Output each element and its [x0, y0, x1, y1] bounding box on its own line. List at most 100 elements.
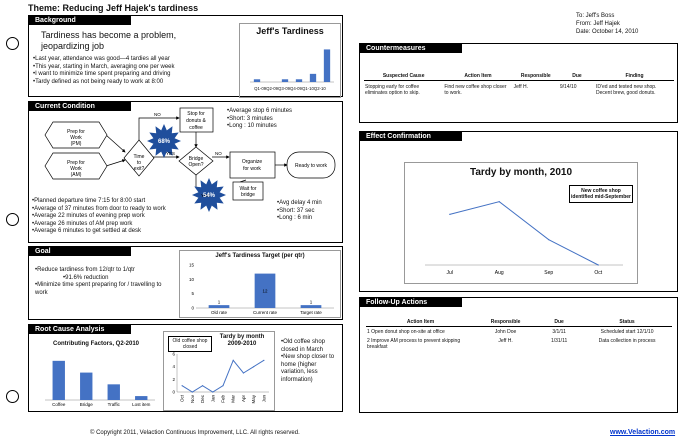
x-tick-label: Oct	[180, 394, 185, 402]
data-point	[548, 239, 550, 241]
effect-callout: New coffee shop identified mid-September	[569, 185, 633, 203]
x-tick-label: Feb	[221, 395, 226, 403]
tardiness-chart-title: Jeff's Tardiness	[256, 26, 324, 36]
root-cause-note: •New shop closer to home (higher variati…	[281, 354, 335, 383]
goal-bullet: •Reduce tardiness from 12/qtr to 1/qtr	[35, 267, 135, 273]
root-cause-section: Root Cause Analysis Contributing Factors…	[28, 324, 343, 412]
column-header: Due	[572, 73, 582, 79]
bar	[208, 305, 230, 308]
root-cause-note: •Old coffee shop closed in March	[281, 339, 326, 353]
column-header: Finding	[625, 73, 644, 79]
stop-donuts-label-1: Stop for	[187, 111, 205, 117]
column-header: Status	[619, 319, 635, 325]
memo-date: Date: October 14, 2010	[576, 29, 639, 35]
prep-am-label-1: Prep for	[67, 160, 85, 166]
binder-hole-bottom	[6, 390, 19, 403]
table-row: 1 Open donut shop on-site at office John…	[366, 327, 672, 337]
data-point	[212, 391, 214, 393]
data-point	[191, 391, 193, 393]
data-point	[242, 372, 245, 374]
ready-to-work-box	[286, 151, 336, 179]
bridge-open-label-2: Open?	[188, 162, 203, 168]
x-tick-label: Dec	[200, 394, 205, 403]
goal-bullet: •Minimize time spent preparing for / tra…	[35, 282, 162, 296]
memo-to: To: Jeff's Boss	[576, 13, 615, 19]
bridge-stat: •Short: 37 sec	[277, 207, 315, 214]
stop-donuts-label-3: coffee	[189, 125, 203, 131]
bridge-stats: •Avg delay 4 min •Short: 37 sec •Long : …	[277, 200, 322, 223]
flow-label-no2: NO	[215, 151, 222, 156]
followup-header: Follow-Up Actions	[360, 298, 462, 307]
current-condition-section: Current Condition	[28, 101, 343, 243]
column-header: Suspected Cause	[382, 73, 425, 79]
burst-54-icon	[192, 178, 226, 212]
x-tick-label: Traffic	[108, 402, 121, 407]
y-tick-label: 4	[172, 364, 175, 369]
goal-bullet: •91.6% reduction	[63, 274, 109, 281]
background-bullet: •Tardy defined as not being ready to wor…	[33, 78, 164, 85]
table-cell: 2 Improve AM process to prevent skipping…	[367, 338, 461, 350]
bar	[300, 305, 322, 308]
table-cell: Jeff H.	[498, 338, 513, 344]
wait-bridge-label-2: bridge	[241, 192, 255, 198]
organize-box	[229, 151, 276, 179]
background-bullet: •I want to minimize time spent preparing…	[33, 71, 171, 77]
table-cell: 3/1/11	[552, 329, 566, 335]
data-point	[181, 385, 183, 387]
y-tick-label: 6	[172, 352, 175, 357]
countermeasures-section: Countermeasures Suspected Cause Action I…	[359, 43, 678, 123]
prep-pm-label-1: Prep for	[67, 129, 85, 135]
effect-header: Effect Confirmation	[360, 132, 462, 141]
column-header: Responsible	[490, 319, 521, 325]
stop-stat: •Average stop 6 minutes	[227, 108, 293, 114]
x-tick-label: Oct	[594, 270, 602, 276]
goal-bullets: •Reduce tardiness from 12/qtr to 1/qtr •…	[35, 267, 170, 297]
column-header: Responsible	[520, 73, 551, 79]
bar	[253, 79, 261, 82]
binder-hole-middle	[6, 213, 19, 226]
month-chart-title: Tardy by month 2009-2010	[219, 334, 265, 347]
y-tick-label: 0	[172, 390, 175, 395]
condition-bullet: •Average 6 minutes to get settled at des…	[32, 228, 142, 234]
background-bullet: •Last year, attendance was good—4 tardie…	[33, 56, 170, 62]
goal-section: Goal •Reduce tardiness from 12/qtr to 1/…	[28, 246, 343, 320]
x-tick-label: Jul	[447, 270, 453, 276]
x-tick-label: Nov	[190, 394, 195, 403]
table-cell: 9/14/10	[559, 84, 577, 90]
organize-label-1: Organize	[242, 159, 263, 165]
background-header: Background	[29, 16, 131, 25]
y-tick-label: 5	[191, 291, 194, 296]
effect-chart-title: Tardy by month, 2010	[469, 167, 573, 178]
x-tick-label: Old rate	[211, 310, 228, 315]
prep-am-hexagon	[44, 152, 108, 180]
bar	[80, 372, 93, 400]
wait-bridge-label-1: Wait for	[239, 186, 256, 192]
tardiness-chart: Jeff's Tardiness Q1-09Q2-09Q3-09Q4-09Q1-…	[239, 23, 341, 98]
x-tick-label: Current rate	[253, 310, 278, 315]
x-tick-label: Apr	[241, 395, 246, 403]
process-flow-diagram: Prep for Work (PM) Prep for Work (AM) Ti…	[44, 107, 336, 212]
table-cell: Find new coffee shop closer to work.	[444, 84, 507, 96]
table-cell: 1 Open donut shop on-site at office	[367, 329, 445, 335]
countermeasures-header: Countermeasures	[360, 44, 462, 53]
x-tick-label: Target rate	[300, 310, 322, 315]
y-tick-label: 0	[191, 306, 194, 311]
data-point	[597, 264, 599, 266]
bar	[323, 49, 331, 82]
background-bullet: •This year, starting in March, averaging…	[33, 63, 175, 70]
binder-hole-top	[6, 37, 19, 50]
target-chart: Jeff's Tardiness Target (per qtr) 0 5 10 15…	[179, 250, 341, 318]
footer-link[interactable]: www.Velaction.com	[610, 429, 676, 436]
stop-stats: •Average stop 6 minutes •Short: 3 minute…	[227, 108, 292, 131]
table-cell: John Doe	[494, 329, 517, 335]
stop-donuts-box	[179, 107, 214, 133]
month-chart-callout: Old coffee shop closed	[168, 336, 212, 352]
bar	[295, 79, 303, 82]
ready-to-work-label: Ready to work	[295, 163, 327, 169]
goal-header: Goal	[29, 247, 131, 256]
tardiness-chart-xlabels: Q1-09Q2-09Q3-09Q4-09Q1-10Q2-10	[254, 86, 326, 91]
table-row: Stopping early for coffee eliminates opt…	[364, 81, 674, 98]
bar	[281, 79, 289, 82]
x-tick-label: Jun	[261, 395, 266, 403]
flow-label-yes1: YES	[166, 151, 175, 156]
